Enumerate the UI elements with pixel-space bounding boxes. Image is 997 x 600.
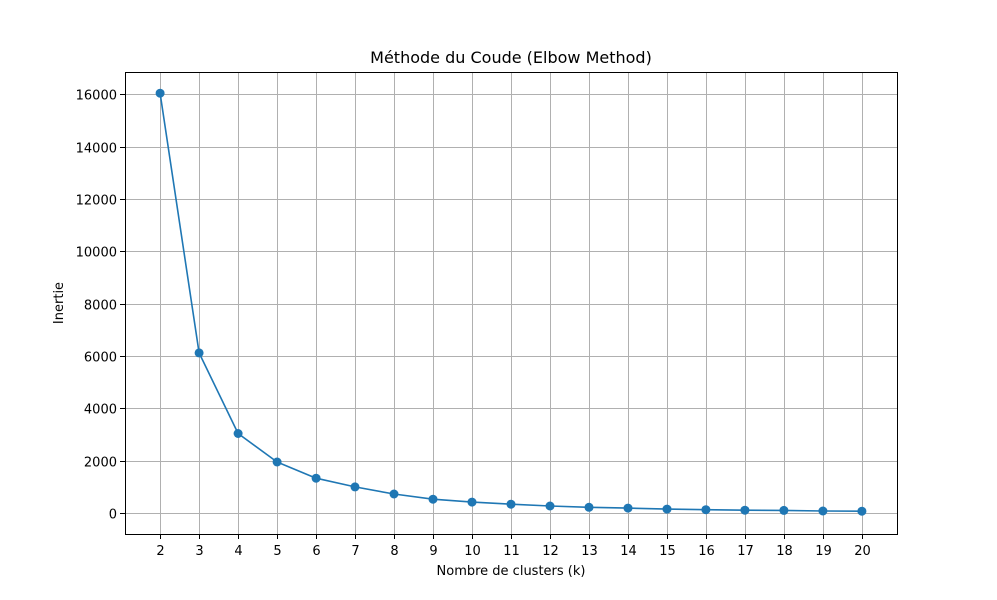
axis-ticks: 2 3 4 5 6 7 8 9 10 11 12 13 14 15 16 17 18 19 20 0 2000 4000 6… bbox=[76, 89, 871, 560]
x-tick-label: 17 bbox=[737, 544, 754, 559]
data-point bbox=[662, 504, 672, 514]
data-point bbox=[350, 482, 360, 492]
x-tick-label: 16 bbox=[698, 544, 715, 559]
y-tick-label: 6000 bbox=[84, 351, 117, 366]
data-point bbox=[155, 88, 165, 98]
plot-frame bbox=[125, 72, 898, 535]
x-tick-label: 11 bbox=[503, 544, 520, 559]
y-tick-label: 8000 bbox=[84, 299, 117, 314]
x-tick-label: 19 bbox=[815, 544, 832, 559]
x-axis-label: Nombre de clusters (k) bbox=[437, 564, 586, 579]
x-tick-label: 20 bbox=[854, 544, 871, 559]
data-point bbox=[623, 503, 633, 513]
grid bbox=[125, 72, 897, 534]
series bbox=[155, 88, 867, 516]
data-point bbox=[194, 348, 204, 358]
x-tick-label: 5 bbox=[273, 544, 281, 559]
y-axis-label: Inertie bbox=[52, 282, 67, 324]
data-point bbox=[857, 506, 867, 516]
x-tick-label: 14 bbox=[620, 544, 637, 559]
x-tick-label: 7 bbox=[351, 544, 359, 559]
x-tick-label: 6 bbox=[312, 544, 320, 559]
x-tick-label: 15 bbox=[659, 544, 676, 559]
data-point bbox=[389, 489, 399, 499]
y-tick-label: 14000 bbox=[76, 142, 117, 157]
x-tick-label: 18 bbox=[776, 544, 793, 559]
x-tick-label: 2 bbox=[156, 544, 164, 559]
chart-title: Méthode du Coude (Elbow Method) bbox=[370, 48, 652, 67]
y-tick-label: 0 bbox=[109, 508, 117, 523]
data-point bbox=[584, 502, 594, 512]
x-tick-label: 9 bbox=[429, 544, 437, 559]
x-tick-label: 12 bbox=[542, 544, 559, 559]
data-point bbox=[467, 497, 477, 507]
data-point bbox=[740, 505, 750, 515]
y-tick-label: 16000 bbox=[76, 89, 117, 104]
data-point bbox=[545, 501, 555, 511]
data-point bbox=[311, 473, 321, 483]
y-tick-label: 12000 bbox=[76, 194, 117, 209]
x-tick-label: 4 bbox=[234, 544, 242, 559]
data-point bbox=[818, 506, 828, 516]
data-point bbox=[779, 505, 789, 515]
data-point bbox=[506, 499, 516, 509]
data-point bbox=[428, 494, 438, 504]
x-tick-label: 3 bbox=[195, 544, 203, 559]
x-tick-label: 10 bbox=[464, 544, 481, 559]
data-point bbox=[233, 429, 243, 438]
data-point bbox=[272, 457, 282, 467]
y-tick-label: 4000 bbox=[84, 403, 117, 418]
y-tick-label: 2000 bbox=[84, 456, 117, 471]
y-tick-label: 10000 bbox=[76, 246, 117, 261]
data-point bbox=[701, 505, 711, 515]
x-tick-label: 8 bbox=[390, 544, 398, 559]
x-tick-label: 13 bbox=[581, 544, 598, 559]
